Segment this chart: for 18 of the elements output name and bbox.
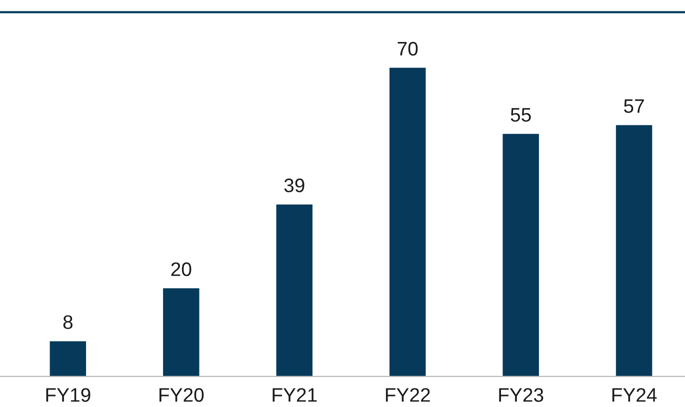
data-label: 57: [624, 99, 644, 113]
bar: [163, 288, 200, 376]
x-tick-label: FY23: [499, 388, 544, 402]
bar: [276, 204, 312, 376]
x-tick-label: FY21: [272, 388, 317, 402]
bar: [50, 341, 86, 376]
x-tick-label: FY22: [386, 388, 430, 402]
bar: [389, 68, 426, 376]
data-label: 20: [171, 262, 192, 276]
data-label: 55: [510, 108, 531, 122]
x-tick-label: FY19: [46, 388, 90, 402]
x-tick-label: FY24: [612, 388, 657, 402]
bar: [616, 125, 652, 376]
data-label: 39: [284, 178, 304, 192]
x-tick-label: FY20: [160, 388, 204, 402]
data-label: 70: [398, 42, 418, 56]
data-label: 8: [63, 315, 72, 330]
bar: [502, 134, 539, 376]
